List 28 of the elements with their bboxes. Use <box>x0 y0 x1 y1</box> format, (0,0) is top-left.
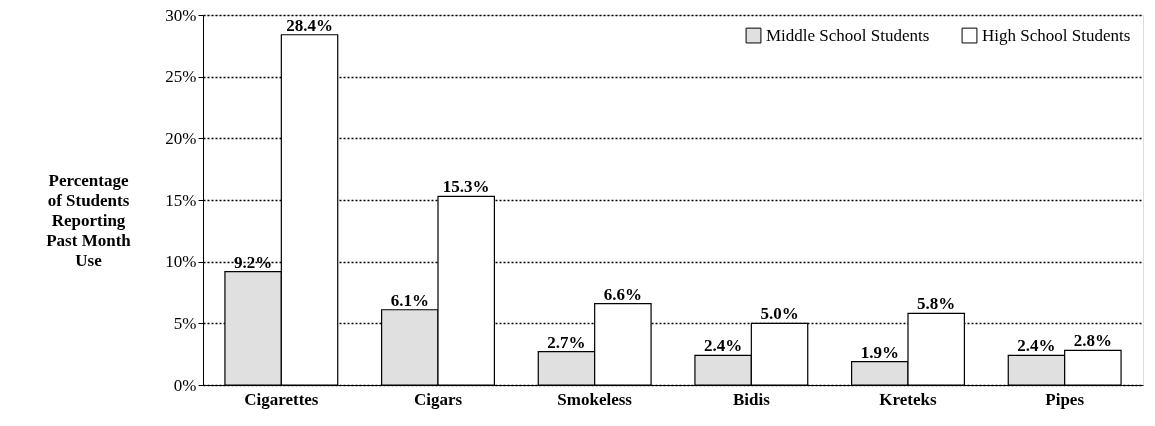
x-tick-label: Pipes <box>1045 389 1085 409</box>
y-tick-label: 5% <box>173 313 197 333</box>
data-label: 6.6% <box>603 284 642 304</box>
y-tick-label: 0% <box>173 375 197 395</box>
legend-label: Middle School Students <box>766 25 930 45</box>
y-axis-title: Percentage of Students Reporting Past Month Use <box>46 170 132 270</box>
data-label: 15.3% <box>442 177 490 197</box>
x-tick-label: Kreteks <box>879 389 938 409</box>
data-label: 2.4% <box>1017 336 1056 356</box>
y-tick-label: 20% <box>165 128 197 148</box>
data-label: 2.7% <box>547 332 586 352</box>
x-tick-label: Smokeless <box>557 389 633 409</box>
data-label: 9.2% <box>234 252 273 272</box>
x-tick-label: Cigars <box>413 389 463 409</box>
x-tick-label: Cigarettes <box>244 389 319 409</box>
x-tick-label: Bidis <box>732 389 771 409</box>
data-label: 2.4% <box>704 336 743 356</box>
data-label: 5.0% <box>760 304 799 324</box>
legend-label: High School Students <box>982 25 1131 45</box>
data-label: 5.8% <box>917 294 956 314</box>
y-tick-label: 30% <box>165 5 197 25</box>
data-label: 1.9% <box>860 342 899 362</box>
data-label: 2.8% <box>1073 331 1112 351</box>
y-tick-label: 15% <box>165 190 197 210</box>
y-tick-label: 10% <box>165 252 197 272</box>
data-label: 6.1% <box>390 290 429 310</box>
y-tick-label: 25% <box>165 67 197 87</box>
data-label: 28.4% <box>286 15 333 35</box>
